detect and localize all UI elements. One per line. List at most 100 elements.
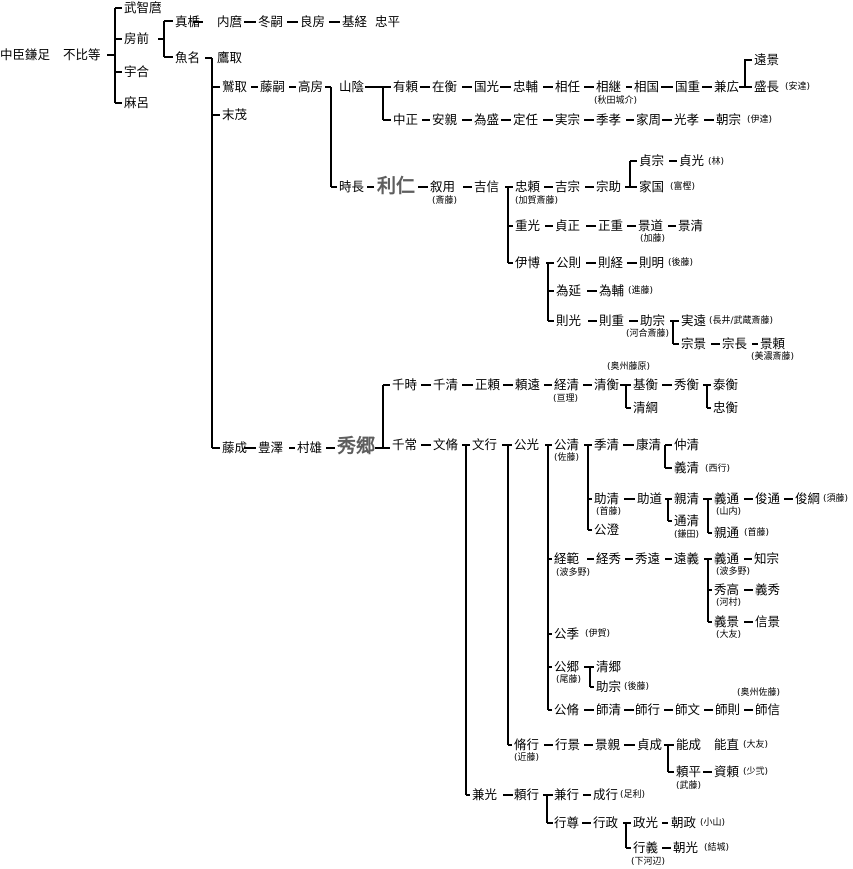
note-shudo2: (首藤) [744, 528, 770, 538]
name-yoshinao: 能直 [714, 737, 740, 752]
note-akita: (秋田城介) [594, 96, 638, 106]
note-hatano1: (波多野) [556, 568, 591, 578]
note-otomo1: (大友) [716, 630, 742, 640]
name-kunishige: 国重 [675, 79, 701, 94]
name-kimizumi: 公澄 [594, 522, 620, 537]
name-yamakage: 山陰 [339, 79, 365, 94]
name-sanemune: 実宗 [555, 112, 581, 127]
name-noriaki: 則明 [639, 255, 665, 270]
name-tadahira2: 忠衡 [713, 400, 739, 415]
name-kimimitsu: 公光 [514, 437, 540, 452]
name-yoshihide: 義秀 [755, 582, 781, 597]
name-fumiyuki: 文行 [472, 437, 498, 452]
name-hidesato: 秀郷 [337, 435, 376, 457]
name-yoshikiyo: 義清 [674, 460, 700, 475]
note-toga: (富樫) [670, 182, 696, 192]
note-sato1: (佐藤) [554, 453, 580, 463]
name-nobukage: 信景 [755, 614, 781, 629]
name-munesuke: 宗助 [596, 179, 622, 194]
name-yoshimichi2: 義通 [714, 551, 740, 566]
name-mitsutaka: 光孝 [674, 112, 700, 127]
note-yuki: (結城) [704, 843, 730, 853]
name-tomomitsu: 朝光 [673, 840, 699, 855]
name-yoshinari: 能成 [676, 737, 702, 752]
name-yukitaka: 行尊 [554, 815, 580, 830]
note-nishiyuki: (西行) [705, 464, 731, 474]
name-kiminaga: 公脩 [554, 702, 580, 717]
name-moroyuki: 師行 [635, 702, 661, 717]
name-fumiyasu: 文脩 [433, 437, 459, 452]
name-sukemune2: 助宗 [596, 679, 622, 694]
name-kaneyuki: 兼行 [554, 787, 580, 802]
name-takafusa: 高房 [298, 79, 324, 94]
note-goto2: (後藤) [624, 682, 650, 692]
name-norimitsu: 則光 [556, 313, 582, 328]
note-date: (伊達) [747, 115, 773, 125]
name-tamenobu: 為延 [556, 283, 582, 298]
name-yoshikage: 義景 [714, 614, 740, 629]
name-norishige: 則重 [599, 313, 625, 328]
name-yasukiyo: 康清 [636, 437, 662, 452]
name-tsunenori: 経範 [554, 551, 580, 566]
note-ashikaga: (足利) [620, 790, 646, 800]
name-mototsune: 基経 [342, 14, 368, 29]
note-shimokobe: (下河辺) [631, 857, 666, 867]
name-suketo: 相任 [555, 79, 581, 94]
name-morofumi: 師文 [675, 702, 701, 717]
name-arihira: 在衡 [432, 79, 458, 94]
name-motohira: 基衡 [633, 377, 659, 392]
name-hidetoo: 秀遠 [635, 551, 661, 566]
name-sadamasa: 貞正 [555, 218, 581, 233]
name-hidehira: 秀衡 [674, 377, 700, 392]
name-chikiyo: 千清 [433, 377, 459, 392]
name-chikamichi: 親通 [714, 525, 740, 540]
note-hayashi: (林) [708, 157, 725, 167]
name-nariyuki: 成行 [593, 787, 619, 802]
name-nobumochi: 叙用 [430, 179, 456, 194]
name-yoshimichi: 義通 [714, 491, 740, 506]
name-yoshinobu: 吉信 [474, 179, 500, 194]
name-kiyohira: 清衡 [594, 377, 620, 392]
name-tomomune2: 知宗 [754, 551, 780, 566]
name-suekiyo: 季清 [594, 437, 620, 452]
name-munekage: 宗景 [681, 336, 707, 351]
name-chitsune: 千常 [392, 437, 418, 452]
name-takatori: 鷹取 [217, 50, 243, 65]
name-tadasuke: 忠輔 [513, 79, 539, 94]
name-masayori: 正頼 [475, 377, 501, 392]
name-iekuni: 家国 [639, 179, 665, 194]
name-toyosawa: 豊澤 [258, 440, 284, 455]
name-fujitori: 鷲取 [222, 79, 248, 94]
note-yamauchi: (山内) [716, 507, 742, 517]
name-yoshifusa: 良房 [300, 14, 326, 29]
name-murao: 村雄 [297, 440, 323, 455]
name-tomomune: 朝宗 [716, 112, 742, 127]
name-toshitsuna: 俊綱 [795, 491, 821, 506]
name-yoritoo: 頼遠 [515, 377, 541, 392]
name-hidetaka: 秀高 [714, 582, 740, 597]
name-umakai: 宇合 [124, 64, 150, 79]
name-uchimaro: 内麿 [217, 14, 243, 29]
name-sukekuni: 相国 [634, 79, 660, 94]
name-tamemori: 為盛 [474, 112, 500, 127]
name-sukemune: 助宗 [640, 313, 666, 328]
name-kimikiyo: 公清 [554, 437, 580, 452]
note-oshusato: (奥州佐藤) [737, 688, 781, 698]
name-tsunehide: 経秀 [596, 551, 622, 566]
name-nakamasa: 中正 [393, 112, 419, 127]
name-suemochi: 末茂 [222, 107, 248, 122]
note-shudo: (首藤) [596, 507, 622, 517]
name-tooyoshi: 遠義 [674, 551, 700, 566]
note-bito: (尾藤) [556, 675, 582, 685]
name-tadahira: 忠平 [375, 14, 401, 29]
name-sadato: 定任 [513, 112, 539, 127]
note-shoni: (少弐) [743, 767, 769, 777]
name-suketsugu: 相継 [596, 79, 622, 94]
name-kimisue: 公季 [554, 626, 580, 641]
name-saneto: 実遠 [681, 313, 707, 328]
name-yoriyuki: 頼行 [514, 787, 540, 802]
name-kamatari: 中臣鎌足 [0, 47, 51, 62]
name-sadamune: 貞宗 [639, 153, 665, 168]
